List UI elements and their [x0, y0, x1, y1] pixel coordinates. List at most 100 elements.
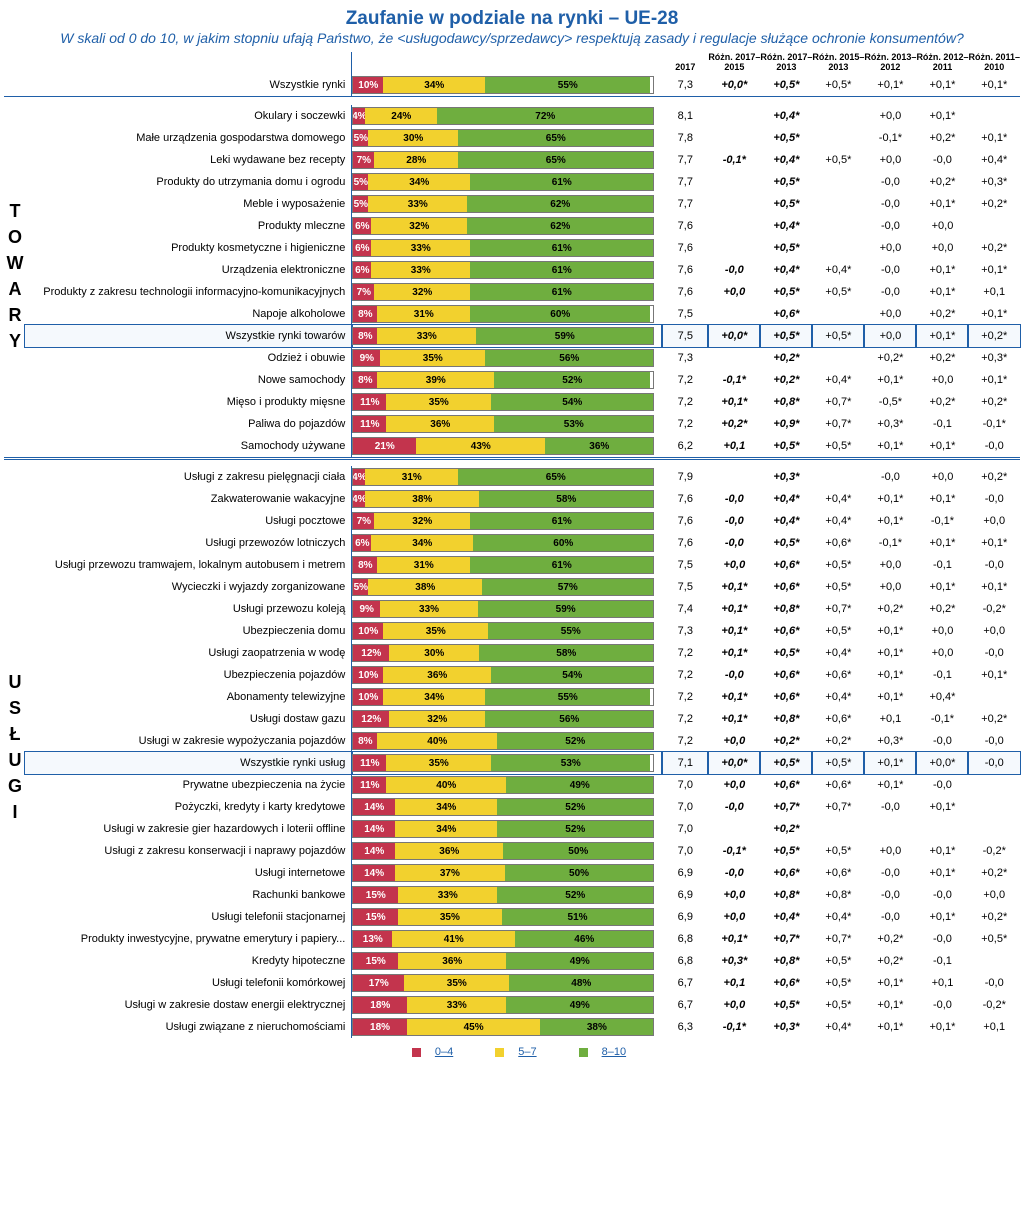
value-cell: +0,5* [760, 193, 812, 215]
stacked-bar: 7%32%61% [352, 512, 654, 530]
value-cell: +0,1* [916, 1016, 968, 1038]
value-cell: +0,0 [708, 884, 760, 906]
value-cell: +0,1 [968, 281, 1020, 303]
value-cell: -0,0 [864, 466, 916, 488]
value-cell: -0,0 [968, 488, 1020, 510]
value-cell: +0,5* [760, 532, 812, 554]
value-cell: +0,1 [968, 1016, 1020, 1038]
value-cell: +0,6* [760, 774, 812, 796]
value-cell: +0,1* [916, 105, 968, 127]
value-cell: -0,0 [864, 862, 916, 884]
stacked-bar: 5%33%62% [352, 195, 654, 213]
value-cell: +0,9* [760, 413, 812, 435]
row-label: Wycieczki i wyjazdy zorganizowane [25, 576, 352, 598]
row-label: Usługi z zakresu pielęgnacji ciała [25, 466, 352, 488]
value-cell: +0,5* [812, 554, 864, 576]
value-cell: +0,4* [760, 906, 812, 928]
value-cell: 7,6 [662, 532, 708, 554]
stacked-bar: 11%40%49% [352, 776, 654, 794]
value-cell: +0,8* [760, 884, 812, 906]
stacked-bar: 15%33%52% [352, 886, 654, 904]
value-cell: +0,1* [968, 74, 1020, 97]
value-cell: +0,8* [760, 598, 812, 620]
value-cell: +0,6* [760, 664, 812, 686]
value-cell: +0,7* [812, 928, 864, 950]
stacked-bar: 18%45%38% [352, 1018, 654, 1036]
value-cell: -0,1 [916, 554, 968, 576]
value-cell: 7,5 [662, 325, 708, 347]
row-label: Ubezpieczenia pojazdów [25, 664, 352, 686]
stacked-bar: 6%34%60% [352, 534, 654, 552]
value-cell: +0,5* [812, 620, 864, 642]
stacked-bar: 9%33%59% [352, 600, 654, 618]
value-cell: +0,1* [708, 576, 760, 598]
value-cell: +0,1* [864, 435, 916, 459]
value-cell: +0,0 [864, 325, 916, 347]
value-cell: +0,0 [916, 642, 968, 664]
value-cell: +0,4* [760, 149, 812, 171]
value-cell [708, 127, 760, 149]
value-cell: -0,0 [968, 730, 1020, 752]
value-cell: -0,5* [864, 391, 916, 413]
value-cell [708, 105, 760, 127]
row-label: Usługi internetowe [25, 862, 352, 884]
data-table: 2017Różn. 2017–2015Różn. 2017–2013Różn. … [4, 52, 1020, 1038]
value-cell: +0,1* [916, 576, 968, 598]
value-cell: +0,3* [708, 950, 760, 972]
value-cell: +0,1* [916, 840, 968, 862]
value-cell: +0,1* [916, 193, 968, 215]
value-cell [812, 303, 864, 325]
value-cell: 7,2 [662, 686, 708, 708]
value-cell: 7,7 [662, 149, 708, 171]
stacked-bar: 5%34%61% [352, 173, 654, 191]
value-cell: +0,1* [708, 598, 760, 620]
value-cell: +0,0 [708, 906, 760, 928]
value-cell: +0,4* [760, 215, 812, 237]
value-cell: +0,8* [760, 708, 812, 730]
value-cell: +0,1* [916, 862, 968, 884]
value-cell: +0,1* [916, 259, 968, 281]
legend-item[interactable]: 0–4 [435, 1046, 453, 1058]
row-label: Usługi przewozów lotniczych [25, 532, 352, 554]
row-label: Wszystkie rynki usług [25, 752, 352, 774]
value-cell: +0,2* [916, 391, 968, 413]
value-cell: +0,4* [812, 642, 864, 664]
value-cell: +0,1* [968, 303, 1020, 325]
value-cell: +0,1* [708, 642, 760, 664]
legend-item[interactable]: 5–7 [518, 1046, 536, 1058]
row-label: Okulary i soczewki [25, 105, 352, 127]
value-cell [812, 105, 864, 127]
section-label: TOWARY [4, 105, 25, 459]
value-cell: +0,5* [812, 972, 864, 994]
value-cell [968, 796, 1020, 818]
value-cell: +0,8* [760, 950, 812, 972]
stacked-bar: 8%40%52% [352, 732, 654, 750]
legend-item[interactable]: 8–10 [602, 1046, 626, 1058]
value-cell: +0,0 [864, 237, 916, 259]
value-cell: 6,3 [662, 1016, 708, 1038]
value-cell: +0,1* [708, 686, 760, 708]
value-cell: +0,2* [916, 171, 968, 193]
value-cell: +0,2* [916, 598, 968, 620]
value-cell: +0,5* [812, 840, 864, 862]
value-cell: 7,2 [662, 413, 708, 435]
value-cell: +0,2* [968, 466, 1020, 488]
value-cell: +0,5* [812, 281, 864, 303]
value-cell [812, 818, 864, 840]
section-label [4, 74, 25, 97]
row-label: Produkty mleczne [25, 215, 352, 237]
row-label: Usługi w zakresie dostaw energii elektry… [25, 994, 352, 1016]
value-cell: -0,0 [968, 554, 1020, 576]
value-cell: -0,0 [708, 532, 760, 554]
row-label: Usługi telefonii komórkowej [25, 972, 352, 994]
value-cell: +0,4* [760, 259, 812, 281]
value-cell: +0,2* [708, 413, 760, 435]
value-cell [968, 105, 1020, 127]
value-cell: 7,0 [662, 796, 708, 818]
value-cell: 7,5 [662, 576, 708, 598]
value-cell: +0,6* [760, 620, 812, 642]
value-cell [812, 215, 864, 237]
value-cell: 7,5 [662, 303, 708, 325]
row-label: Produkty inwestycyjne, prywatne emerytur… [25, 928, 352, 950]
stacked-bar: 4%38%58% [352, 490, 654, 508]
